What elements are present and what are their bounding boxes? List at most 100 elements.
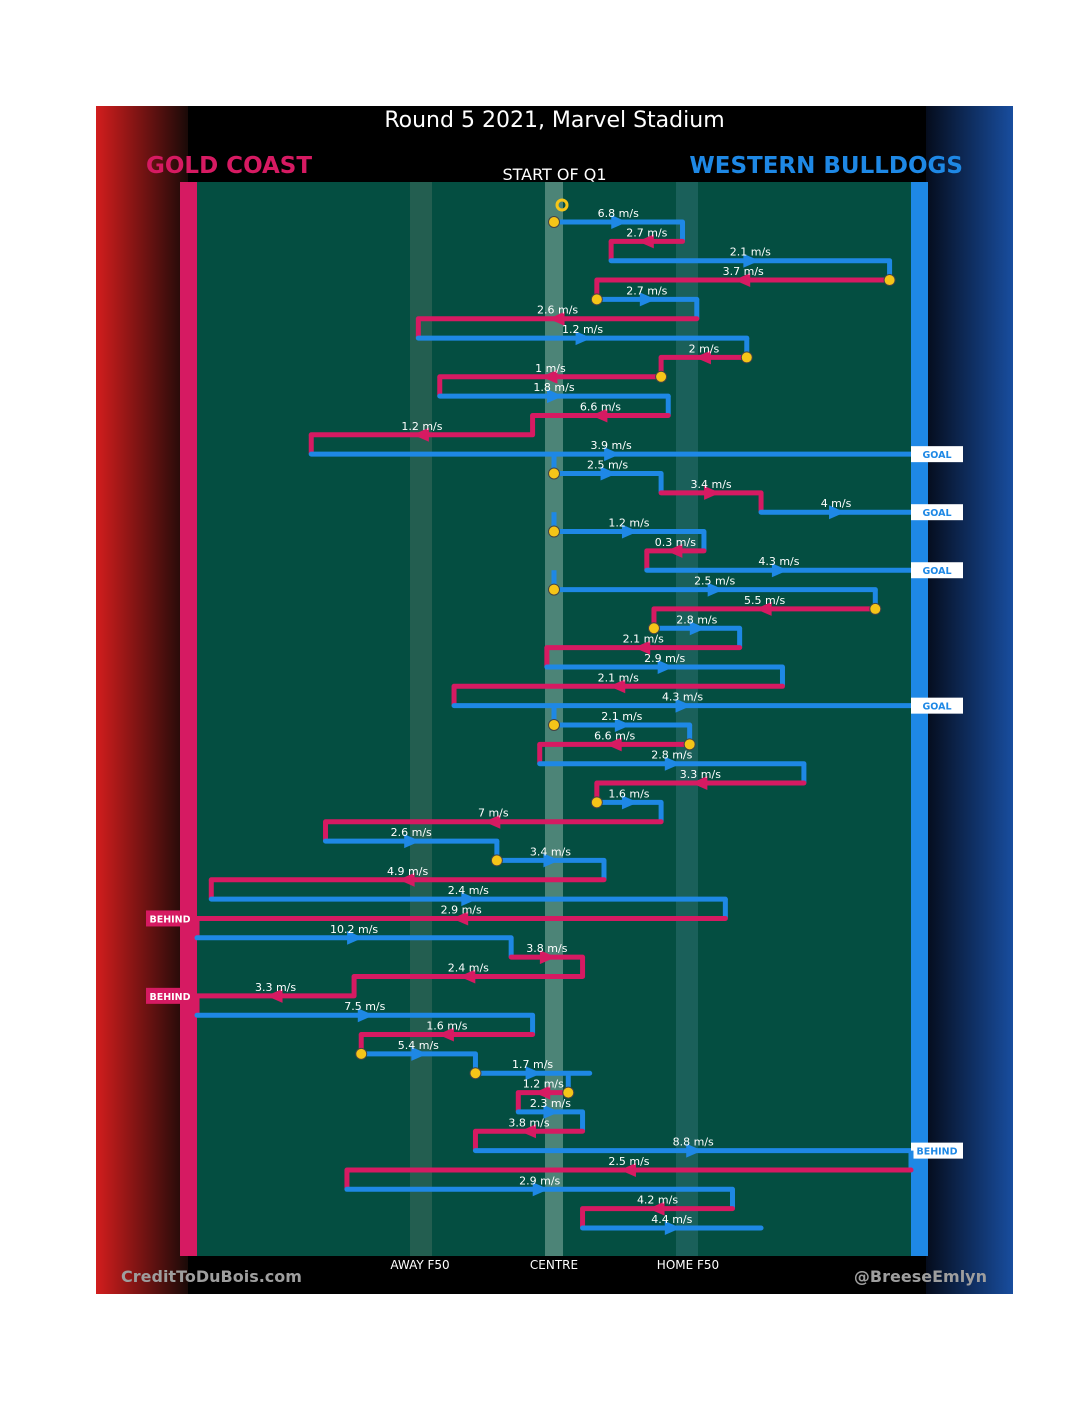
direction-arrow	[520, 1124, 537, 1139]
stoppage-marker	[548, 525, 560, 538]
direction-arrow	[621, 795, 638, 810]
speed-label: 2.4 m/s	[448, 962, 489, 975]
stoppage-marker	[869, 602, 882, 615]
direction-arrow	[609, 679, 626, 694]
direction-arrow	[484, 814, 501, 829]
speed-label: 2.8 m/s	[651, 749, 692, 762]
direction-arrow	[637, 234, 654, 249]
direction-arrow	[664, 756, 681, 771]
stoppage-marker	[655, 370, 668, 383]
chain-chart: 6.8 m/s 2.7 m/s 2.1 m/s 3.7 m/s 2.7 m/s 2.6 m…	[96, 106, 1013, 1294]
stoppage-marker	[683, 738, 696, 751]
speed-label: 1 m/s	[535, 362, 566, 375]
away-team-label: WESTERN BULLDOGS	[689, 153, 963, 179]
direction-arrow	[604, 447, 621, 462]
speed-label: 2.7 m/s	[626, 284, 667, 297]
direction-arrow	[532, 1182, 549, 1197]
speed-label: 10.2 m/s	[330, 923, 378, 936]
speed-label: 3.4 m/s	[691, 478, 732, 491]
direction-arrow	[548, 311, 565, 326]
direction-arrow	[691, 776, 708, 791]
direction-arrow	[694, 350, 711, 365]
chart-poster: 6.8 m/s 2.7 m/s 2.1 m/s 3.7 m/s 2.7 m/s 2.6 m…	[96, 106, 1013, 1294]
speed-label: 3.8 m/s	[526, 942, 567, 955]
stoppage-marker	[590, 293, 603, 306]
direction-arrow	[664, 1221, 681, 1235]
stoppage-marker	[355, 1047, 368, 1060]
stoppage-marker	[590, 796, 603, 809]
speed-label: 2.6 m/s	[537, 304, 578, 317]
centre-label: CENTRE	[529, 1258, 579, 1272]
direction-arrow	[459, 969, 476, 984]
direction-arrow	[621, 524, 638, 539]
direction-arrow	[605, 737, 622, 752]
speed-label: 6.6 m/s	[580, 400, 621, 413]
speed-label: 4.3 m/s	[758, 555, 799, 568]
speed-label: 4.2 m/s	[637, 1194, 678, 1207]
speed-label: 2.7 m/s	[626, 226, 667, 239]
stoppage-marker	[548, 583, 560, 596]
direction-arrow	[755, 601, 772, 616]
speed-label: 1.2 m/s	[523, 1078, 564, 1091]
direction-arrow	[657, 659, 674, 674]
speed-label: 1.2 m/s	[401, 420, 442, 433]
speed-label: 8.8 m/s	[673, 1136, 714, 1149]
direction-arrow	[829, 505, 846, 520]
direction-arrow	[591, 408, 608, 423]
speed-label: 1.7 m/s	[512, 1058, 553, 1071]
chart-title: Round 5 2021, Marvel Stadium	[384, 108, 725, 133]
direction-arrow	[734, 273, 751, 288]
speed-label: 2.1 m/s	[598, 671, 639, 684]
credit-left: CreditToDuBois.com	[121, 1267, 302, 1286]
speed-label: 3.8 m/s	[508, 1116, 549, 1129]
speed-label: 5.4 m/s	[398, 1039, 439, 1052]
direction-arrow	[614, 718, 631, 732]
speed-label: 7.5 m/s	[344, 1000, 385, 1013]
speed-label: 3.3 m/s	[255, 981, 296, 994]
speed-label: 2.9 m/s	[519, 1174, 560, 1187]
away-f50-line	[410, 182, 432, 1256]
direction-arrow	[411, 1046, 428, 1061]
direction-arrow	[357, 1008, 374, 1023]
speed-label: 1.2 m/s	[562, 323, 603, 336]
direction-arrow	[689, 621, 706, 636]
direction-arrow	[575, 331, 592, 346]
speed-label: 2.4 m/s	[448, 884, 489, 897]
speed-label: 4.4 m/s	[651, 1213, 692, 1226]
direction-arrow	[771, 563, 788, 578]
speed-label: 2.5 m/s	[587, 459, 628, 472]
speed-label: 2.5 m/s	[608, 1155, 649, 1168]
score-badge	[911, 562, 963, 579]
score-badge-label: BEHIND	[916, 1147, 957, 1158]
direction-arrow	[452, 911, 469, 926]
home-goal-line	[180, 182, 197, 1256]
score-badge-label: GOAL	[922, 508, 951, 519]
speed-label: 2.1 m/s	[623, 633, 664, 646]
speed-label: 4.3 m/s	[662, 691, 703, 704]
speed-label: 2.9 m/s	[644, 652, 685, 665]
direction-arrow	[666, 543, 683, 558]
stoppage-marker	[548, 719, 560, 731]
speed-label: 2.3 m/s	[530, 1097, 571, 1110]
speed-label: 6.6 m/s	[594, 729, 635, 742]
speed-label: 2.6 m/s	[391, 826, 432, 839]
direction-arrow	[525, 1066, 542, 1081]
home-f50-line	[676, 182, 698, 1256]
stoppage-marker	[740, 351, 753, 364]
direction-arrow	[541, 369, 558, 384]
direction-arrow	[398, 872, 415, 887]
score-badge	[911, 1142, 963, 1159]
direction-arrow	[539, 950, 556, 965]
score-badge-label: BEHIND	[149, 914, 190, 925]
direction-arrow	[543, 1104, 560, 1119]
direction-arrow	[437, 1027, 454, 1042]
direction-arrow	[547, 389, 563, 404]
speed-label: 7 m/s	[478, 807, 509, 820]
score-badge	[911, 446, 963, 463]
home-f50-label: HOME F50	[656, 1258, 720, 1272]
direction-arrow	[266, 988, 283, 1003]
speed-label: 2 m/s	[689, 342, 720, 355]
score-badge-label: GOAL	[922, 450, 951, 461]
speed-label: 1.6 m/s	[608, 787, 649, 800]
opening-bounce-marker	[555, 198, 569, 212]
